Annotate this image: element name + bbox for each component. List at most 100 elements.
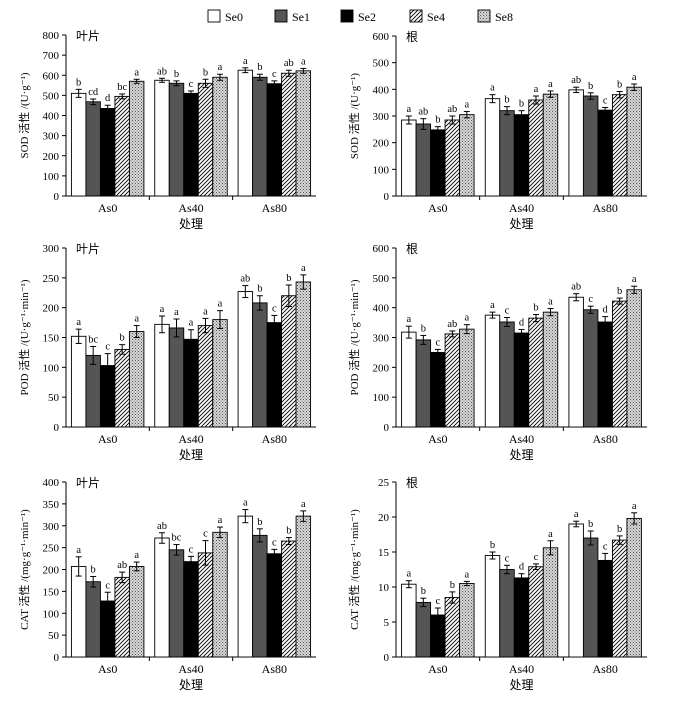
- y-tick-label: 150: [43, 333, 60, 345]
- significance-letter: a: [218, 299, 223, 310]
- bar-se1-as40: [499, 110, 515, 197]
- significance-letter: c: [272, 303, 277, 314]
- significance-letter: ab: [571, 282, 581, 293]
- y-tick-label: 100: [43, 171, 60, 183]
- bar-se4-as0: [114, 348, 130, 428]
- significance-letter: b: [257, 517, 262, 528]
- bar-se0-as40: [154, 323, 170, 428]
- y-tick-label: 0: [54, 191, 60, 203]
- significance-letter: cd: [88, 87, 99, 98]
- y-tick-label: 300: [43, 131, 60, 143]
- legend-label-se1: Se1: [292, 10, 310, 24]
- significance-letter: ab: [284, 58, 294, 69]
- x-category-label: As80: [592, 432, 617, 446]
- significance-letter: a: [203, 306, 208, 317]
- x-category-label: As0: [98, 201, 117, 215]
- significance-letter: c: [505, 306, 510, 317]
- bar-se4-as80: [281, 540, 297, 658]
- significance-letter: a: [160, 304, 165, 315]
- significance-letter: b: [450, 580, 455, 591]
- legend-swatch-se0: [207, 9, 221, 23]
- y-tick-label: 300: [43, 521, 60, 533]
- y-tick-label: 20: [378, 512, 390, 524]
- significance-letter: a: [218, 515, 223, 526]
- significance-letter: a: [548, 529, 553, 540]
- bar-se2-as40: [183, 92, 199, 197]
- bar-se2-as40: [513, 577, 530, 658]
- y-tick-label: 400: [373, 84, 390, 96]
- bar-se1-as80: [582, 309, 599, 428]
- bar-se1-as0: [85, 354, 101, 428]
- significance-letter: b: [617, 286, 622, 297]
- legend-label-se2: Se2: [358, 10, 376, 24]
- significance-letter: b: [490, 540, 495, 551]
- significance-letter: a: [406, 104, 411, 115]
- bar-se2-as80: [266, 553, 283, 658]
- significance-letter: a: [243, 56, 248, 67]
- bar-se8-as40: [212, 531, 228, 658]
- bar-se8-as0: [459, 583, 475, 658]
- bar-se4-as0: [444, 119, 461, 197]
- y-tick-label: 600: [43, 70, 60, 82]
- bar-se4-as0: [444, 597, 461, 658]
- significance-letter: a: [632, 501, 637, 512]
- significance-letter: a: [464, 313, 469, 324]
- significance-letter: d: [519, 562, 525, 573]
- significance-letter: a: [490, 300, 495, 311]
- significance-letter: b: [257, 62, 262, 73]
- significance-letter: c: [105, 342, 110, 353]
- bar-se1-as0: [85, 581, 101, 658]
- y-axis-label: POD 活性 /(U·g⁻¹·min⁻¹): [347, 279, 361, 395]
- significance-letter: b: [91, 565, 96, 576]
- y-tick-label: 10: [378, 582, 390, 594]
- bar-se2-as0: [430, 129, 446, 197]
- bar-se4-as40: [528, 566, 544, 658]
- significance-letter: b: [76, 77, 81, 88]
- bar-se8-as80: [626, 517, 642, 658]
- bar-se4-as0: [444, 333, 461, 428]
- significance-letter: b: [174, 69, 179, 80]
- x-category-label: As40: [509, 201, 534, 215]
- bar-se0-as0: [70, 565, 87, 658]
- bar-se1-as0: [415, 601, 432, 658]
- significance-letter: a: [632, 72, 637, 83]
- significance-letter: ab: [571, 75, 581, 86]
- legend-label-se4: Se4: [427, 10, 445, 24]
- significance-letter: a: [134, 550, 139, 561]
- x-axis-label: 处理: [509, 448, 533, 462]
- y-tick-label: 25: [378, 477, 390, 489]
- significance-letter: c: [105, 580, 110, 591]
- y-tick-label: 100: [373, 164, 390, 176]
- bar-se2-as80: [597, 109, 613, 197]
- y-tick-label: 700: [43, 50, 60, 62]
- significance-letter: a: [406, 569, 411, 580]
- bar-se1-as80: [252, 302, 268, 428]
- significance-letter: a: [464, 99, 469, 110]
- y-tick-label: 0: [384, 191, 390, 203]
- y-tick-label: 400: [43, 111, 60, 123]
- significance-letter: b: [120, 333, 125, 344]
- panel-label: 根: [406, 30, 418, 44]
- x-category-label: As40: [509, 432, 534, 446]
- legend-label-se8: Se8: [495, 10, 513, 24]
- legend-label-se0: Se0: [225, 10, 243, 24]
- bar-se8-as0: [128, 331, 145, 428]
- bar-se8-as0: [128, 80, 145, 197]
- bar-se8-as80: [295, 515, 312, 658]
- legend-swatch-se1: [274, 9, 288, 23]
- bar-se0-as40: [484, 98, 501, 197]
- bar-se1-as0: [85, 101, 101, 197]
- y-tick-label: 150: [43, 586, 60, 598]
- panel-label: 叶片: [76, 29, 100, 43]
- y-tick-label: 500: [43, 90, 60, 102]
- bar-se2-as0: [430, 351, 446, 428]
- y-tick-label: 600: [373, 243, 390, 255]
- y-axis-label: CAT 活性 /(mg·g⁻¹·min⁻¹): [17, 509, 31, 630]
- significance-letter: bc: [117, 82, 127, 93]
- bar-se1-as40: [499, 569, 515, 658]
- significance-letter: c: [272, 537, 277, 548]
- chart-panel-4: 0 100 200 300 400 500 600 POD 活性 /(U·g⁻¹·min⁻¹)…: [347, 242, 647, 462]
- y-tick-label: 100: [43, 362, 60, 374]
- significance-letter: a: [534, 84, 539, 95]
- significance-letter: a: [134, 314, 139, 325]
